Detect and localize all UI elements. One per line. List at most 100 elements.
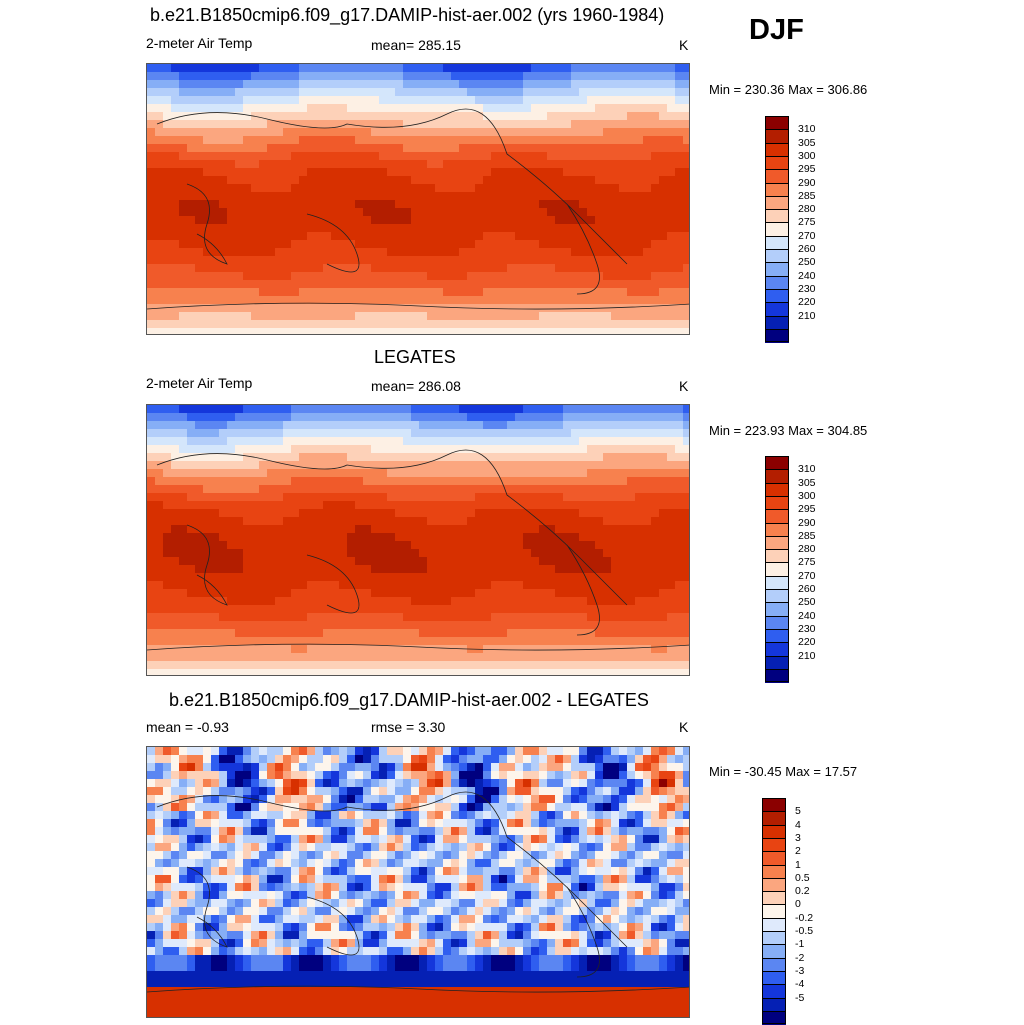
heatmap-cell	[411, 312, 420, 321]
heatmap-cell	[171, 136, 180, 145]
heatmap-cell	[259, 429, 268, 438]
heatmap-cell	[259, 280, 268, 289]
heatmap-cell	[443, 128, 452, 137]
heatmap-cell	[283, 557, 292, 566]
heatmap-cell	[443, 763, 452, 772]
heatmap-cell	[371, 280, 380, 289]
heatmap-cell	[307, 80, 316, 89]
heatmap-cell	[395, 573, 404, 582]
heatmap-cell	[651, 72, 660, 81]
heatmap-cell	[211, 469, 220, 478]
heatmap-cell	[171, 72, 180, 81]
heatmap-cell	[539, 112, 548, 121]
heatmap-cell	[603, 621, 612, 630]
heatmap-cell	[259, 755, 268, 764]
heatmap-cell	[347, 413, 356, 422]
heatmap-cell	[251, 96, 260, 105]
heatmap-cell	[203, 771, 212, 780]
heatmap-cell	[163, 589, 172, 598]
heatmap-cell	[403, 605, 412, 614]
heatmap-cell	[219, 605, 228, 614]
heatmap-cell	[667, 453, 676, 462]
heatmap-cell	[619, 565, 628, 574]
heatmap-cell	[243, 747, 252, 756]
heatmap-cell	[379, 661, 388, 670]
heatmap-cell	[531, 533, 540, 542]
heatmap-cell	[363, 461, 372, 470]
heatmap-cell	[195, 429, 204, 438]
heatmap-cell	[419, 120, 428, 129]
heatmap-cell	[275, 176, 284, 185]
heatmap-cell	[147, 493, 156, 502]
heatmap-cell	[667, 629, 676, 638]
heatmap-cell	[459, 509, 468, 518]
heatmap-cell	[683, 136, 690, 145]
heatmap-cell	[627, 565, 636, 574]
heatmap-cell	[379, 573, 388, 582]
heatmap-cell	[171, 168, 180, 177]
heatmap-cell	[483, 264, 492, 273]
heatmap-cell	[171, 312, 180, 321]
heatmap-cell	[563, 232, 572, 241]
heatmap-cell	[555, 461, 564, 470]
heatmap-cell	[579, 597, 588, 606]
heatmap-cell	[355, 136, 364, 145]
heatmap-cell	[427, 469, 436, 478]
heatmap-cell	[459, 669, 468, 676]
heatmap-cell	[155, 501, 164, 510]
heatmap-cell	[227, 232, 236, 241]
heatmap-cell	[491, 533, 500, 542]
heatmap-cell	[195, 144, 204, 153]
heatmap-cell	[627, 280, 636, 289]
heatmap-cell	[267, 248, 276, 257]
heatmap-cell	[515, 589, 524, 598]
heatmap-cell	[659, 88, 668, 97]
heatmap-cell	[467, 184, 476, 193]
heatmap-cell	[411, 573, 420, 582]
heatmap-cell	[315, 320, 324, 329]
heatmap-cell	[243, 120, 252, 129]
heatmap-cell	[267, 525, 276, 534]
heatmap-cell	[603, 184, 612, 193]
heatmap-cell	[315, 477, 324, 486]
heatmap-cell	[203, 328, 212, 335]
heatmap-cell	[331, 256, 340, 265]
heatmap-cell	[667, 112, 676, 121]
heatmap-cell	[187, 176, 196, 185]
heatmap-cell	[675, 557, 684, 566]
heatmap-cell	[315, 653, 324, 662]
heatmap-cell	[411, 176, 420, 185]
heatmap-cell	[259, 461, 268, 470]
heatmap-cell	[243, 541, 252, 550]
heatmap-cell	[667, 437, 676, 446]
heatmap-cell	[579, 72, 588, 81]
heatmap-cell	[171, 248, 180, 257]
heatmap-cell	[611, 405, 620, 414]
heatmap-cell	[307, 509, 316, 518]
heatmap-cell	[603, 208, 612, 217]
heatmap-cell	[451, 405, 460, 414]
heatmap-cell	[411, 232, 420, 241]
heatmap-cell	[547, 755, 556, 764]
heatmap-cell	[611, 232, 620, 241]
heatmap-cell	[275, 264, 284, 273]
heatmap-cell	[539, 661, 548, 670]
heatmap-cell	[459, 485, 468, 494]
heatmap-cell	[539, 581, 548, 590]
heatmap-cell	[683, 413, 690, 422]
heatmap-cell	[171, 669, 180, 676]
heatmap-cell	[323, 272, 332, 281]
heatmap-cell	[491, 597, 500, 606]
heatmap-cell	[243, 557, 252, 566]
heatmap-cell	[675, 144, 684, 153]
heatmap-cell	[179, 320, 188, 329]
heatmap-cell	[419, 312, 428, 321]
heatmap-cell	[251, 128, 260, 137]
heatmap-cell	[475, 763, 484, 772]
heatmap-cell	[243, 312, 252, 321]
heatmap-cell	[363, 72, 372, 81]
heatmap-cell	[611, 429, 620, 438]
heatmap-cell	[355, 421, 364, 430]
heatmap-cell	[419, 533, 428, 542]
heatmap-cell	[579, 200, 588, 209]
